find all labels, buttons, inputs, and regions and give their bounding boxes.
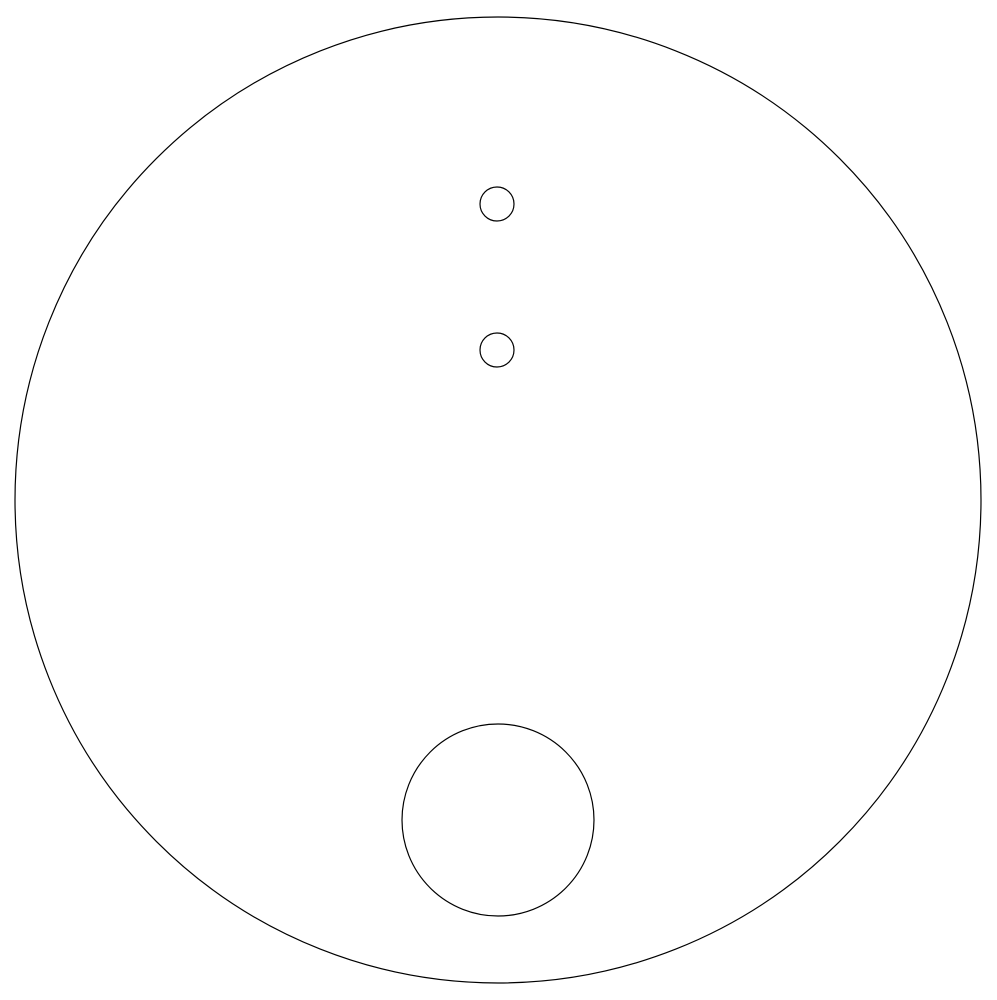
technical-drawing xyxy=(0,0,997,1000)
small-hole-upper xyxy=(480,187,514,221)
outer-circle xyxy=(15,17,981,983)
small-hole-lower xyxy=(480,333,514,367)
large-hole-bottom xyxy=(402,724,594,916)
